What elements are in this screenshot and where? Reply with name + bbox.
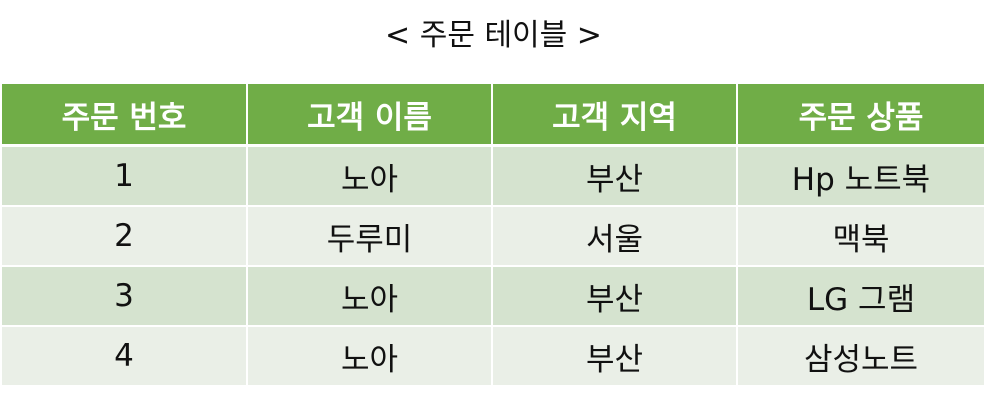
cell-order-number: 4 xyxy=(2,326,248,387)
cell-customer-region: 부산 xyxy=(492,326,738,387)
cell-customer-name: 노아 xyxy=(247,266,493,327)
cell-order-number: 1 xyxy=(2,145,248,207)
cell-customer-name: 노아 xyxy=(247,326,493,387)
header-order-product: 주문 상품 xyxy=(737,84,984,147)
table-row: 3 노아 부산 LG 그램 xyxy=(2,266,984,327)
cell-order-product: 삼성노트 xyxy=(737,326,984,387)
table-row: 4 노아 부산 삼성노트 xyxy=(2,326,984,387)
header-order-number: 주문 번호 xyxy=(2,84,248,147)
table-row: 2 두루미 서울 맥북 xyxy=(2,206,984,267)
table-header: 주문 번호 고객 이름 고객 지역 주문 상품 xyxy=(2,84,984,147)
cell-order-product: Hp 노트북 xyxy=(737,145,984,207)
header-customer-region: 고객 지역 xyxy=(492,84,738,147)
table-title: < 주문 테이블 > xyxy=(385,18,602,53)
header-row: 주문 번호 고객 이름 고객 지역 주문 상품 xyxy=(2,84,984,147)
cell-customer-region: 부산 xyxy=(492,266,738,327)
table-row: 1 노아 부산 Hp 노트북 xyxy=(2,145,984,207)
cell-order-number: 2 xyxy=(2,206,248,267)
table-body: 1 노아 부산 Hp 노트북 2 두루미 서울 맥북 3 노아 부산 LG 그램… xyxy=(2,145,984,387)
header-customer-name: 고객 이름 xyxy=(247,84,493,147)
cell-customer-name: 두루미 xyxy=(247,206,493,267)
cell-order-number: 3 xyxy=(2,266,248,327)
cell-customer-region: 부산 xyxy=(492,145,738,207)
cell-customer-name: 노아 xyxy=(247,145,493,207)
orders-table: 주문 번호 고객 이름 고객 지역 주문 상품 1 노아 부산 Hp 노트북 2… xyxy=(2,84,984,387)
cell-order-product: 맥북 xyxy=(737,206,984,267)
cell-customer-region: 서울 xyxy=(492,206,738,267)
cell-order-product: LG 그램 xyxy=(737,266,984,327)
